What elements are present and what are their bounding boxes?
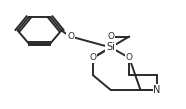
Text: O: O [126, 53, 133, 62]
Text: O: O [67, 32, 74, 41]
Text: O: O [107, 32, 114, 41]
Text: O: O [89, 53, 97, 62]
Text: N: N [153, 85, 161, 95]
Text: Si: Si [106, 42, 115, 52]
